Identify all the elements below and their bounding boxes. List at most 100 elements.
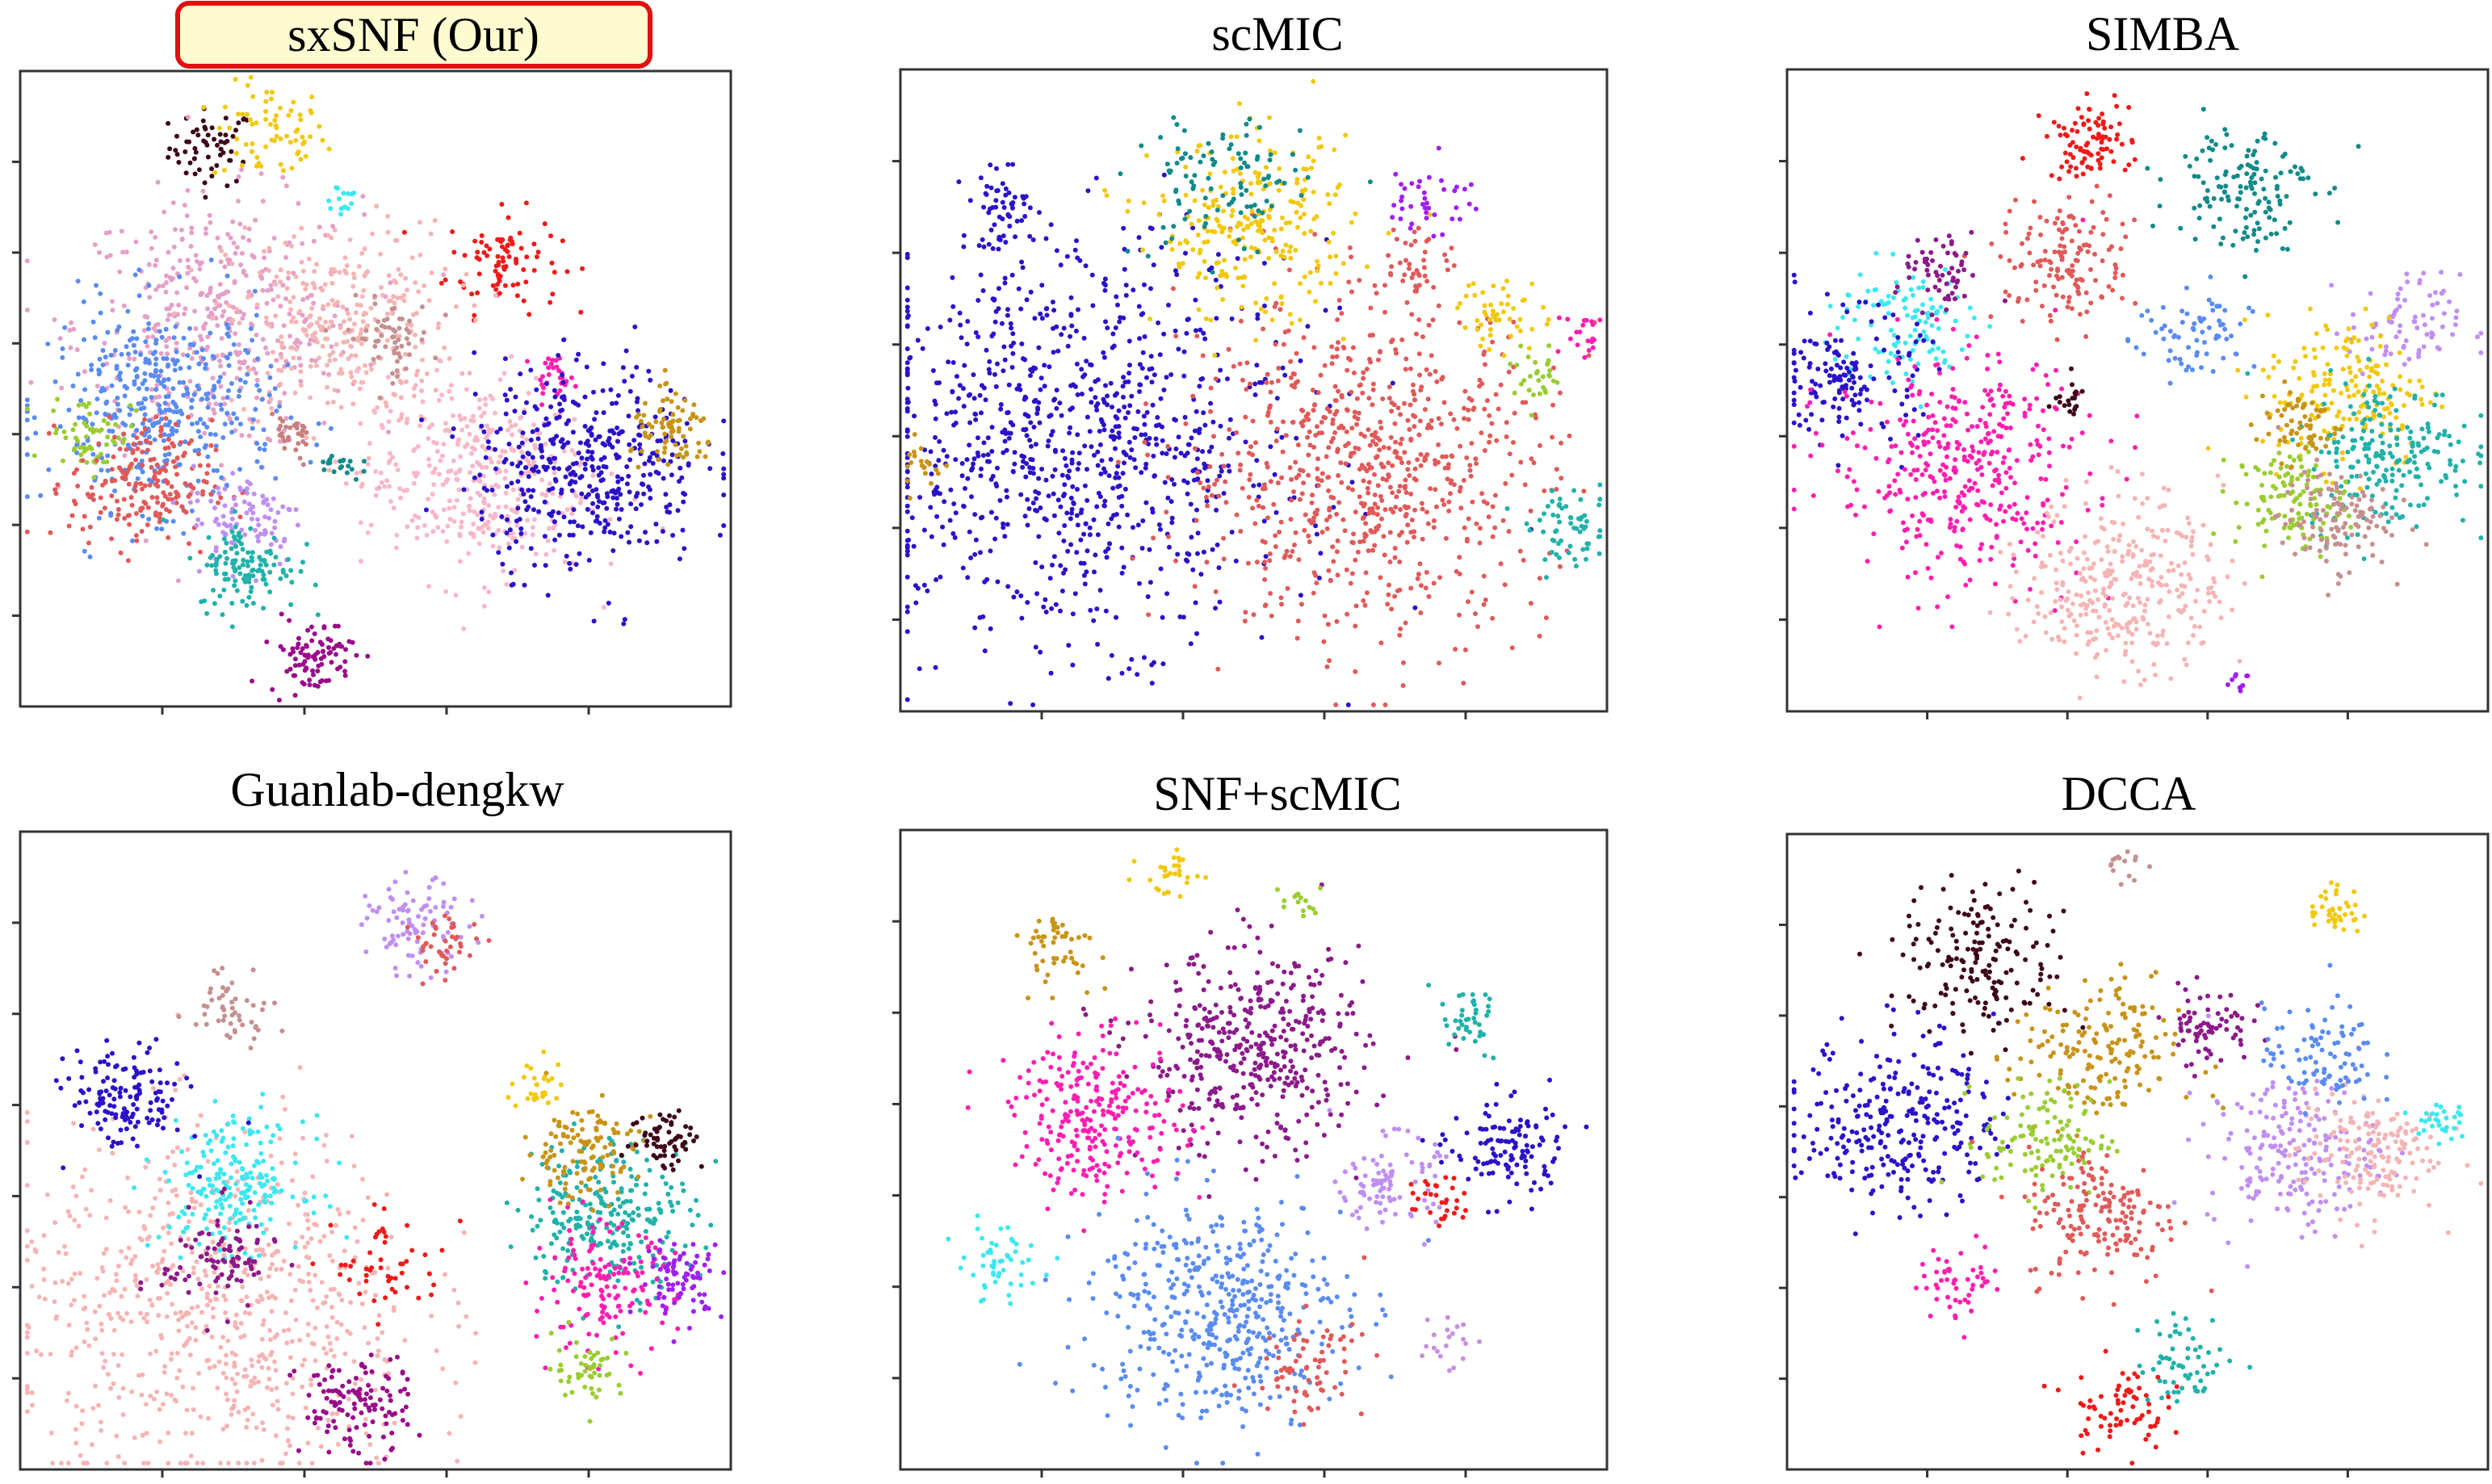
data-point bbox=[522, 582, 527, 588]
data-point bbox=[1266, 215, 1272, 220]
data-point bbox=[430, 529, 436, 534]
data-point bbox=[310, 668, 315, 673]
data-point bbox=[1131, 287, 1136, 293]
data-point bbox=[1370, 510, 1376, 516]
data-point bbox=[1160, 451, 1165, 456]
data-point bbox=[477, 462, 482, 467]
data-point bbox=[433, 355, 438, 361]
data-point bbox=[434, 367, 440, 373]
data-point bbox=[1427, 371, 1433, 377]
data-point bbox=[1084, 548, 1090, 554]
data-point bbox=[975, 435, 980, 441]
data-point bbox=[329, 344, 334, 350]
data-point bbox=[1403, 356, 1409, 362]
data-point bbox=[304, 542, 309, 547]
data-point bbox=[220, 352, 225, 358]
data-point bbox=[99, 427, 104, 433]
data-point bbox=[145, 447, 150, 453]
data-point bbox=[1374, 291, 1379, 296]
data-point bbox=[438, 458, 443, 463]
data-point bbox=[382, 484, 388, 489]
data-point bbox=[132, 488, 138, 493]
data-point bbox=[476, 257, 482, 262]
data-point bbox=[1357, 494, 1362, 500]
data-point bbox=[982, 579, 988, 585]
data-point bbox=[1311, 189, 1316, 195]
data-point bbox=[450, 434, 455, 439]
data-point bbox=[1217, 599, 1223, 605]
data-point bbox=[208, 555, 213, 560]
data-point bbox=[1482, 406, 1487, 412]
data-point bbox=[654, 539, 660, 544]
data-point bbox=[226, 388, 231, 393]
data-point bbox=[1081, 335, 1087, 341]
data-point bbox=[973, 417, 979, 422]
data-point bbox=[1059, 589, 1065, 593]
data-point bbox=[1262, 237, 1268, 243]
data-point bbox=[1446, 499, 1452, 505]
data-point bbox=[1279, 475, 1285, 480]
data-point bbox=[444, 539, 450, 544]
data-point bbox=[283, 424, 289, 430]
data-point bbox=[1380, 396, 1386, 401]
data-point bbox=[1094, 606, 1100, 612]
data-point bbox=[705, 439, 711, 445]
data-point bbox=[956, 396, 962, 401]
data-point bbox=[1377, 350, 1382, 355]
data-point bbox=[306, 256, 312, 262]
data-point bbox=[1431, 581, 1437, 586]
data-point bbox=[121, 303, 127, 308]
data-point bbox=[490, 543, 496, 549]
data-point bbox=[377, 395, 383, 400]
data-point bbox=[953, 510, 959, 516]
data-point bbox=[587, 484, 593, 489]
data-point bbox=[1217, 473, 1223, 479]
data-point bbox=[1210, 199, 1216, 204]
data-point bbox=[534, 387, 539, 392]
data-point bbox=[161, 438, 166, 443]
data-point bbox=[385, 213, 391, 219]
data-point bbox=[153, 362, 158, 367]
data-point bbox=[589, 456, 595, 462]
data-point bbox=[1311, 590, 1316, 596]
data-point bbox=[904, 346, 910, 351]
data-point bbox=[341, 457, 346, 463]
data-point bbox=[293, 507, 299, 513]
data-point bbox=[1039, 467, 1045, 472]
data-point bbox=[1276, 366, 1282, 371]
data-point bbox=[1265, 515, 1270, 521]
data-point bbox=[166, 306, 172, 312]
data-point bbox=[971, 396, 977, 401]
data-point bbox=[684, 451, 690, 457]
data-point bbox=[507, 419, 513, 425]
data-point bbox=[934, 514, 940, 519]
data-point bbox=[1183, 192, 1189, 198]
data-point bbox=[131, 342, 136, 348]
data-point bbox=[55, 482, 61, 488]
data-point bbox=[198, 549, 203, 555]
data-point bbox=[229, 624, 235, 630]
data-point bbox=[1248, 444, 1253, 450]
data-point bbox=[1418, 451, 1424, 457]
data-point bbox=[987, 459, 992, 464]
data-point bbox=[224, 540, 229, 546]
data-point bbox=[1269, 236, 1275, 241]
data-point bbox=[1312, 402, 1318, 408]
data-point bbox=[615, 438, 621, 444]
data-point bbox=[1164, 161, 1170, 167]
data-point bbox=[166, 376, 171, 382]
data-point bbox=[1166, 534, 1171, 539]
data-point bbox=[162, 452, 168, 458]
data-point bbox=[1093, 552, 1098, 558]
data-point bbox=[322, 282, 328, 287]
data-point bbox=[1434, 379, 1440, 384]
data-point bbox=[515, 281, 521, 287]
data-point bbox=[548, 361, 554, 367]
data-point bbox=[103, 354, 108, 360]
data-point bbox=[1367, 506, 1373, 512]
data-point bbox=[1247, 116, 1252, 122]
data-point bbox=[154, 383, 160, 388]
data-point bbox=[1150, 509, 1156, 515]
data-point bbox=[156, 374, 162, 379]
data-point bbox=[624, 464, 630, 469]
